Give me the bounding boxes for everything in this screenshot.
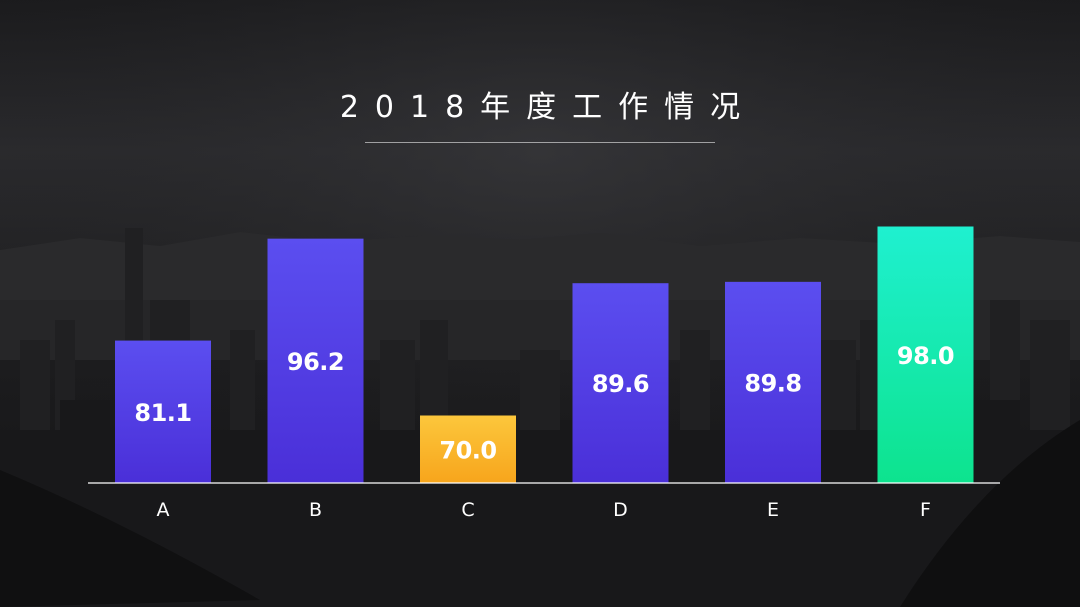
bar-b — [267, 238, 364, 483]
title-divider — [365, 142, 715, 143]
x-tick-label-d: D — [613, 499, 628, 521]
bar-value-label-a: 81.1 — [134, 399, 191, 427]
bar-value-label-d: 89.6 — [592, 370, 649, 398]
bar-e — [725, 281, 821, 483]
bar-value-label-f: 98.0 — [897, 342, 954, 370]
x-tick-label-b: B — [309, 499, 322, 521]
x-tick-label-f: F — [920, 499, 931, 521]
bar-d — [572, 283, 669, 483]
x-tick-label-a: A — [157, 499, 170, 521]
bar-c — [420, 415, 516, 483]
bar-value-label-e: 89.8 — [744, 369, 801, 397]
bar-value-label-b: 96.2 — [287, 348, 344, 376]
x-tick-label-c: C — [461, 499, 474, 521]
bar-value-label-c: 70.0 — [439, 436, 496, 464]
bar-a — [115, 340, 211, 483]
x-tick-label-e: E — [767, 499, 779, 521]
chart-title: 2018年度工作情况 — [339, 90, 757, 125]
bar-f — [877, 226, 974, 483]
